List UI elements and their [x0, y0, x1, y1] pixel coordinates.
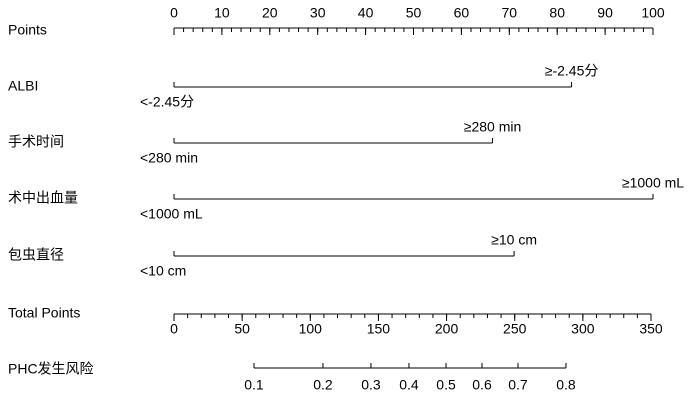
level-label: <-2.45分	[140, 94, 194, 110]
tick-label: 0	[170, 321, 178, 337]
level-label: <280 min	[140, 150, 198, 166]
tick-label: 20	[262, 5, 278, 21]
level-label: ≥280 min	[464, 119, 522, 135]
tick-label: 80	[549, 5, 565, 21]
tick-label: 10	[214, 5, 230, 21]
variable-name: 手术时间	[8, 134, 64, 150]
variable-name: ALBI	[8, 78, 38, 94]
risk-tick-label: 0.6	[472, 377, 492, 393]
level-label: ≥-2.45分	[545, 63, 599, 79]
tick-label: 60	[454, 5, 470, 21]
risk-tick-label: 0.2	[313, 377, 333, 393]
tick-label: 350	[639, 321, 663, 337]
tick-label: 100	[641, 5, 665, 21]
risk-tick-label: 0.3	[361, 377, 381, 393]
variable-name: 包虫直径	[8, 247, 64, 263]
risk-tick-label: 0.7	[508, 377, 528, 393]
risk-tick-label: 0.4	[399, 377, 419, 393]
level-label: <1000 mL	[140, 206, 203, 222]
tick-label: 30	[310, 5, 326, 21]
level-label: ≥10 cm	[491, 232, 537, 248]
variable-name: 术中出血量	[8, 190, 78, 206]
risk-label: PHC发生风险	[8, 361, 94, 377]
risk-tick-label: 0.8	[556, 377, 576, 393]
tick-label: 40	[358, 5, 374, 21]
risk-tick-label: 0.5	[436, 377, 456, 393]
tick-label: 150	[367, 321, 391, 337]
tick-label: 250	[503, 321, 527, 337]
tick-label: 70	[502, 5, 518, 21]
tick-label: 100	[299, 321, 323, 337]
tick-label: 90	[597, 5, 613, 21]
level-label: ≥1000 mL	[622, 175, 684, 191]
tick-label: 50	[234, 321, 250, 337]
tick-label: 200	[435, 321, 459, 337]
points-label: Points	[8, 22, 47, 38]
level-label: <10 cm	[140, 263, 186, 279]
total-points-label: Total Points	[8, 305, 80, 321]
tick-label: 50	[406, 5, 422, 21]
tick-label: 300	[571, 321, 595, 337]
risk-tick-label: 0.1	[244, 377, 264, 393]
tick-label: 0	[170, 5, 178, 21]
